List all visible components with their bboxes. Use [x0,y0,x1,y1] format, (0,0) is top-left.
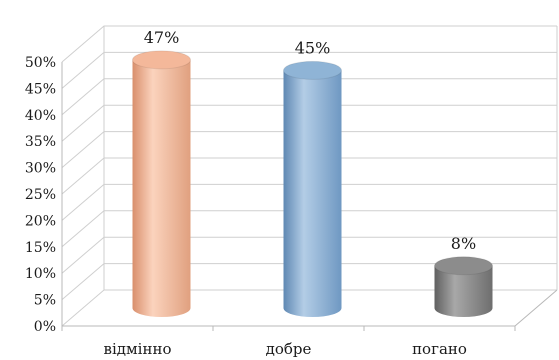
axes [61,26,558,331]
y-tick-label: 5% [34,293,56,309]
y-tick-label: 50% [25,55,56,71]
y-tick-label: 45% [25,81,56,97]
data-label: 45% [295,38,331,57]
category-label: відмінно [104,340,172,358]
y-tick-label: 35% [25,134,56,150]
bar-0 [132,50,191,318]
bar-body [283,70,342,318]
category-label: погано [412,340,467,358]
category-label: добре [266,340,312,358]
bar-2 [434,256,493,317]
y-axis-ticks: 0% 5% 10% 15% 20% 25% 30% 35% 40% 45% 50% [25,55,56,335]
floor-right-edge [514,289,558,327]
bar-top [434,256,493,276]
y-tick-label: 25% [25,187,56,203]
bar-body [434,265,493,317]
data-label: 8% [451,234,476,253]
bar-top [132,50,191,70]
data-label: 47% [144,28,180,47]
bar-body [132,59,191,318]
y-tick-label: 40% [25,108,56,124]
y-tick-label: 15% [25,240,56,256]
y-tick-label: 30% [25,161,56,177]
data-labels: 47% 45% 8% [144,28,476,253]
bars [132,50,493,318]
category-labels: відмінно добре погано [104,340,467,358]
bar-1 [283,60,342,318]
bar-top [283,60,342,80]
y-tick-label: 10% [25,266,56,282]
y-tick-label: 20% [25,213,56,229]
y-tick-label: 0% [34,319,56,335]
